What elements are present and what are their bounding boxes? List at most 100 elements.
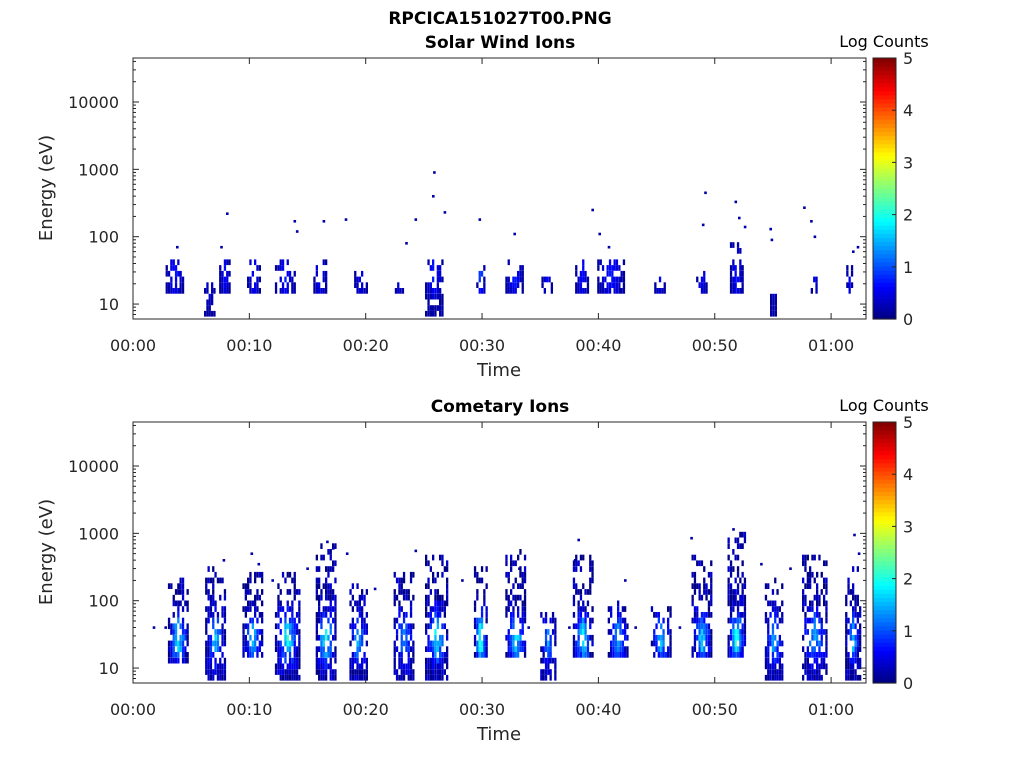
- heatmap-cell: [358, 276, 361, 283]
- heatmap-cell: [436, 646, 439, 652]
- heatmap-cell: [707, 571, 711, 578]
- heatmap-cell: [293, 583, 296, 589]
- heatmap-cell: [279, 288, 282, 294]
- heatmap-cell: [577, 600, 580, 607]
- heatmap-cell: [315, 623, 318, 630]
- heatmap-cell: [667, 606, 670, 612]
- heatmap-cell: [320, 669, 323, 675]
- heatmap-cell: [318, 634, 321, 641]
- colorbar-segment: [873, 601, 896, 607]
- colorbar-segment: [873, 552, 896, 558]
- heatmap-cell: [669, 646, 672, 652]
- heatmap-cell: [710, 652, 713, 658]
- colorbar-segment: [873, 290, 896, 296]
- heatmap-cell: [734, 554, 737, 561]
- heatmap-cell: [771, 646, 775, 652]
- heatmap-cell: [521, 270, 524, 277]
- heatmap-cell: [334, 577, 337, 584]
- heatmap-cell: [845, 674, 848, 681]
- heatmap-cell: [443, 623, 446, 630]
- heatmap-cell: [575, 560, 578, 567]
- colorbar-segment: [873, 78, 896, 84]
- heatmap-cell: [315, 583, 318, 589]
- heatmap-cell: [729, 571, 733, 578]
- heatmap-cell: [358, 594, 361, 601]
- heatmap-cell: [261, 612, 264, 618]
- heatmap-cell: [167, 652, 171, 658]
- heatmap-cell: [823, 583, 826, 589]
- heatmap-cell: [207, 634, 210, 641]
- heatmap-cell: [177, 583, 180, 589]
- heatmap-cell: [579, 606, 583, 612]
- heatmap-cell: [519, 549, 522, 555]
- colorbar-segment: [873, 168, 896, 173]
- heatmap-cell: [698, 583, 701, 589]
- heatmap-cell: [320, 652, 323, 658]
- heatmap-cell: [358, 669, 361, 675]
- heatmap-cell: [554, 623, 557, 630]
- heatmap-cell: [320, 634, 323, 641]
- heatmap-cell: [293, 634, 296, 641]
- heatmap-cell: [778, 669, 781, 675]
- heatmap-cell: [478, 270, 481, 277]
- heatmap-cell: [279, 657, 282, 664]
- heatmap-cell: [478, 276, 481, 283]
- heatmap-cell: [325, 606, 328, 612]
- heatmap-cell: [815, 282, 818, 288]
- heatmap-cell: [582, 623, 585, 630]
- colorbar-segment: [873, 564, 896, 570]
- heatmap-cell: [813, 646, 816, 652]
- heatmap-cell: [521, 640, 524, 647]
- heatmap-cell: [849, 663, 852, 670]
- heatmap-cell: [617, 652, 620, 658]
- heatmap-cell: [405, 634, 408, 641]
- heatmap-cell: [771, 669, 775, 675]
- heatmap-cell: [332, 566, 335, 572]
- heatmap-cell: [729, 646, 733, 652]
- heatmap-cell: [480, 652, 484, 658]
- heatmap-cell: [703, 652, 706, 658]
- heatmap-cell: [584, 629, 587, 635]
- heatmap-cell: [393, 594, 396, 601]
- heatmap-cell: [579, 589, 583, 595]
- heatmap-cell: [179, 282, 182, 288]
- heatmap-cell: [329, 589, 332, 595]
- heatmap-cell: [446, 600, 449, 607]
- heatmap-cell: [288, 276, 292, 283]
- heatmap-cell: [554, 617, 557, 624]
- heatmap-cell: [400, 669, 403, 675]
- heatmap-cell: [540, 674, 543, 681]
- y-axis-label: Energy (eV): [36, 135, 57, 241]
- heatmap-cell: [669, 634, 672, 641]
- heatmap-cell: [242, 583, 245, 589]
- heatmap-cell: [251, 652, 254, 658]
- heatmap-cell: [729, 265, 733, 271]
- heatmap-cell: [589, 560, 592, 567]
- heatmap-cell: [622, 282, 626, 288]
- heatmap-cell: [334, 674, 337, 681]
- heatmap-cell: [402, 594, 406, 601]
- heatmap-cell: [358, 663, 361, 670]
- heatmap-cell: [414, 218, 418, 221]
- heatmap-cell: [510, 623, 513, 630]
- heatmap-cell: [845, 629, 848, 635]
- heatmap-cell: [852, 583, 855, 589]
- heatmap-cell: [770, 305, 773, 311]
- heatmap-cell: [764, 652, 768, 658]
- heatmap-cell: [441, 663, 444, 670]
- heatmap-cell: [284, 640, 287, 647]
- heatmap-cell: [293, 646, 296, 652]
- heatmap-cell: [767, 657, 770, 664]
- colorbar-segment: [873, 621, 896, 627]
- heatmap-cell: [327, 583, 330, 589]
- heatmap-cell: [274, 288, 278, 294]
- heatmap-cell: [365, 663, 368, 670]
- heatmap-cell: [614, 623, 617, 630]
- heatmap-cell: [361, 270, 364, 277]
- heatmap-cell: [541, 276, 544, 283]
- colorbar-segment: [873, 274, 896, 279]
- heatmap-cell: [429, 305, 432, 311]
- heatmap-cell: [743, 634, 747, 641]
- heatmap-cell: [207, 594, 210, 601]
- heatmap-cell: [505, 594, 508, 601]
